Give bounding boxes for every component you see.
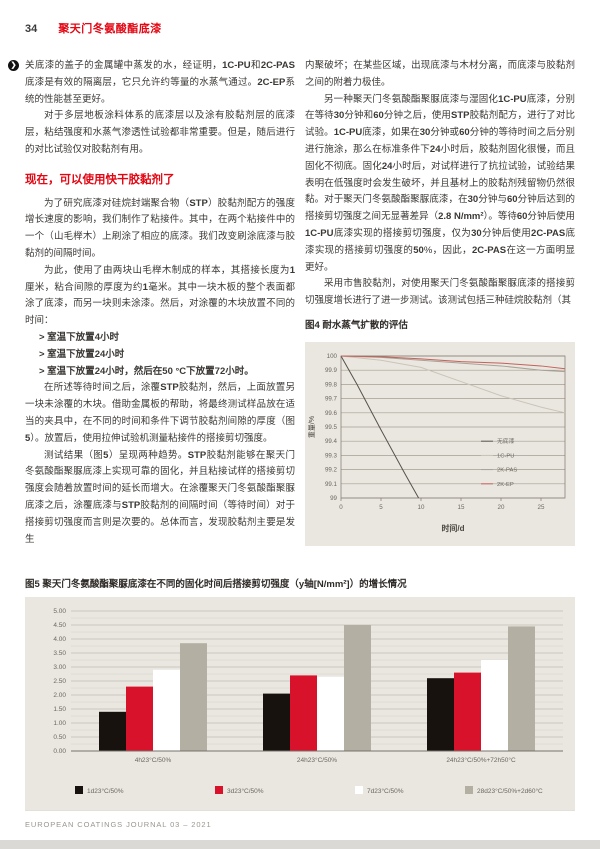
continued-bullet-icon: ❯: [8, 60, 19, 71]
svg-text:1d23°C/50%: 1d23°C/50%: [87, 787, 124, 795]
svg-text:1.50: 1.50: [53, 706, 66, 713]
svg-text:24h23°C/50%+72h50°C: 24h23°C/50%+72h50°C: [446, 756, 516, 764]
svg-text:28d23°C/50%+2d60°C: 28d23°C/50%+2d60°C: [477, 787, 543, 795]
paragraph: 采用市售胶黏剂，对使用聚天门冬氨酸酯聚脲底漆的搭接剪切强度增长进行了进一步测试。…: [305, 278, 575, 307]
svg-text:3.00: 3.00: [53, 664, 66, 671]
svg-text:99.4: 99.4: [325, 438, 338, 445]
paragraph: 测试结果（图5）呈现两种趋势。STP胶黏剂能够在聚天门冬氨酸酯聚脲底漆上实现可靠…: [25, 449, 295, 545]
figure-5-caption: 图5 聚天门冬氨酸酯聚脲底漆在不同的固化时间后搭接剪切强度（y轴[N/mm²]）…: [25, 579, 407, 590]
paragraph-text: 关底漆的盖子的金属罐中蒸发的水，经证明，1C-PU和2C-PAS底漆是有效的隔离…: [25, 60, 295, 105]
page-footer: EUROPEAN COATINGS JOURNAL 03 – 2021: [25, 810, 575, 829]
paragraph: 对于多层地板涂料体系的底漆层以及涂有胶黏剂层的底漆层，粘结强度和水蒸气渗透性试验…: [25, 110, 295, 155]
svg-text:100: 100: [327, 353, 338, 360]
svg-text:2.00: 2.00: [53, 692, 66, 699]
svg-text:15: 15: [458, 504, 465, 511]
figure-5: 图5 聚天门冬氨酸酯聚脲底漆在不同的固化时间后搭接剪切强度（y轴[N/mm²]）…: [25, 576, 575, 811]
figure-4-line-chart: 100 99.9 99.8 99.7 99.6 99.5 99.4 99.3 99.2 99.1 9…: [305, 341, 575, 546]
svg-text:3.50: 3.50: [53, 650, 66, 657]
svg-text:99.1: 99.1: [325, 481, 338, 488]
svg-text:5: 5: [379, 504, 383, 511]
paragraph: 为了研究底漆对硅烷封端聚合物（STP）胶黏剂配方的强度增长速度的影响，我们制作了…: [25, 197, 295, 259]
list-item: > 室温下放置4小时: [39, 331, 119, 343]
right-column: 内聚破坏；在某些区域，出现底漆与木材分离，而底漆与胶黏剂之间的附着力极佳。 另一…: [305, 58, 575, 548]
svg-text:99.7: 99.7: [325, 395, 338, 402]
svg-text:0: 0: [339, 504, 343, 511]
paragraph: 内聚破坏；在某些区域，出现底漆与木材分离，而底漆与胶黏剂之间的附着力极佳。: [305, 60, 575, 88]
figure-5-bar-chart: 0.00 0.50 1.00 1.50 2.00 2.50 3.00 3.50 4.00 4.50…: [25, 597, 575, 811]
svg-text:99.2: 99.2: [325, 466, 338, 473]
paragraph: 为此，使用了由两块山毛榉木制成的样本，其搭接长度为1厘米，粘合间隙的厚度为约1毫…: [25, 264, 295, 327]
paragraph-continued: ❯ 关底漆的盖子的金属罐中蒸发的水，经证明，1C-PU和2C-PAS底漆是有效的…: [8, 58, 295, 108]
svg-text:4h23°C/50%: 4h23°C/50%: [135, 756, 172, 764]
svg-text:0.00: 0.00: [53, 748, 66, 755]
svg-text:2K-EP: 2K-EP: [497, 482, 514, 488]
page-edge: [0, 840, 600, 849]
list-item: > 室温下放置24小时，然后在50 °C下放置72小时。: [39, 365, 254, 377]
page-header: 34 聚天门冬氨酸酯底漆: [25, 20, 162, 36]
svg-text:24h23°C/50%: 24h23°C/50%: [297, 756, 337, 764]
article-body: ❯ 关底漆的盖子的金属罐中蒸发的水，经证明，1C-PU和2C-PAS底漆是有效的…: [8, 58, 575, 548]
svg-text:2.50: 2.50: [53, 678, 66, 685]
svg-text:1C-PU: 1C-PU: [497, 453, 514, 459]
svg-text:3d23°C/50%: 3d23°C/50%: [227, 787, 264, 795]
svg-text:99: 99: [330, 495, 337, 502]
svg-text:99.5: 99.5: [325, 424, 338, 431]
svg-text:99.8: 99.8: [325, 381, 338, 388]
paragraph: 另一种聚天门冬氨酸酯聚脲底漆与湿固化1C-PU底漆，分别在等待30分钟和60分钟…: [305, 93, 575, 273]
svg-text:2K-PAS: 2K-PAS: [497, 467, 517, 473]
svg-text:10: 10: [418, 504, 425, 511]
figure-4-caption: 图4 耐水蒸气扩散的评估: [305, 319, 408, 331]
svg-text:4.00: 4.00: [53, 636, 66, 643]
page-number: 34: [25, 23, 38, 35]
figure-4: 图4 耐水蒸气扩散的评估 100 99.9 99.8 99.7 99.6 99.5 99.4…: [305, 318, 575, 546]
svg-text:0.50: 0.50: [53, 734, 66, 741]
list-item: > 室温下放置24小时: [39, 348, 125, 360]
svg-text:无底漆: 无底漆: [497, 437, 515, 445]
left-column: ❯ 关底漆的盖子的金属罐中蒸发的水，经证明，1C-PU和2C-PAS底漆是有效的…: [8, 58, 295, 548]
svg-text:99.3: 99.3: [325, 452, 338, 459]
svg-text:4.50: 4.50: [53, 622, 66, 629]
svg-text:重量/%: 重量/%: [308, 416, 316, 438]
svg-text:5.00: 5.00: [53, 608, 66, 615]
svg-text:99.6: 99.6: [325, 410, 338, 417]
svg-text:7d23°C/50%: 7d23°C/50%: [367, 787, 404, 795]
svg-text:1.00: 1.00: [53, 720, 66, 727]
svg-text:25: 25: [538, 504, 545, 511]
svg-text:时间/d: 时间/d: [441, 523, 464, 533]
svg-text:99.9: 99.9: [325, 367, 338, 374]
section-heading: 现在，可以使用快干胶黏剂了: [25, 173, 175, 186]
page-title: 聚天门冬氨酸酯底漆: [58, 23, 162, 35]
svg-text:20: 20: [498, 504, 505, 511]
journal-name: EUROPEAN COATINGS JOURNAL 03 – 2021: [25, 820, 212, 829]
paragraph: 在所述等待时间之后，涂覆STP胶黏剂，然后，上面放置另一块未涂覆的木块。借助金属…: [25, 382, 295, 444]
